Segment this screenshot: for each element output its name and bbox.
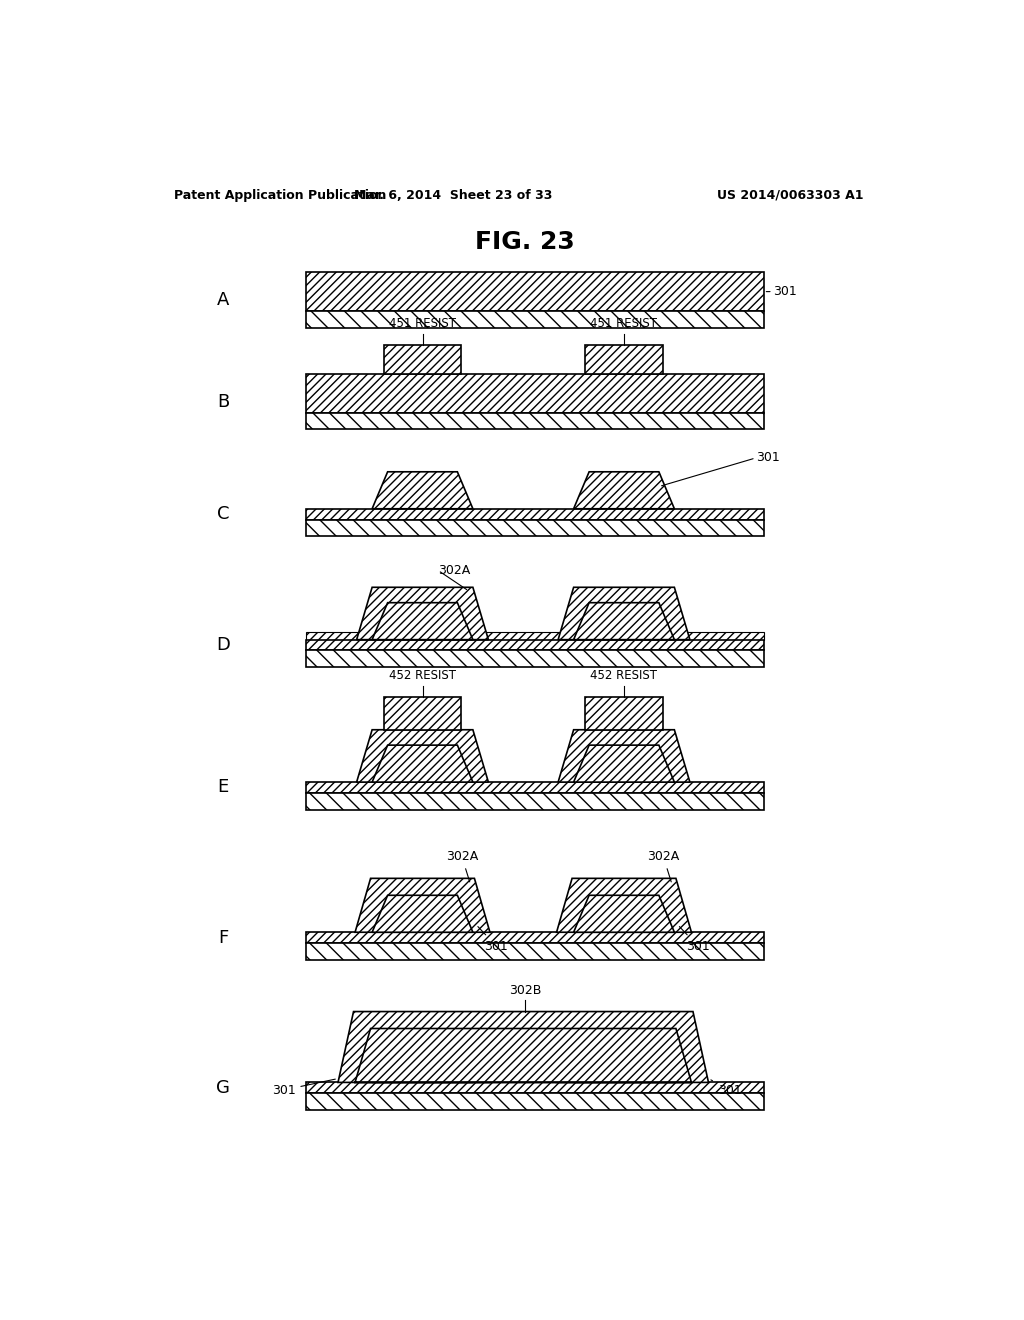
Bar xyxy=(306,312,764,327)
Text: 302A: 302A xyxy=(647,850,680,882)
Bar xyxy=(306,1082,764,1093)
Text: 452 RESIST: 452 RESIST xyxy=(389,669,456,682)
Text: 301: 301 xyxy=(773,285,797,298)
Polygon shape xyxy=(573,1045,675,1082)
Text: FIG. 23: FIG. 23 xyxy=(475,230,574,253)
Bar xyxy=(306,508,764,520)
Text: G: G xyxy=(216,1078,230,1097)
Polygon shape xyxy=(573,895,675,932)
Text: 301: 301 xyxy=(271,1080,335,1097)
Text: 301: 301 xyxy=(711,1080,741,1097)
Polygon shape xyxy=(372,895,473,932)
Polygon shape xyxy=(356,587,488,640)
Bar xyxy=(586,345,663,374)
Text: A: A xyxy=(217,292,229,309)
Polygon shape xyxy=(356,730,488,781)
Text: D: D xyxy=(216,636,230,653)
Polygon shape xyxy=(573,603,675,640)
Bar xyxy=(306,632,764,640)
Bar xyxy=(306,374,764,412)
Polygon shape xyxy=(372,1045,473,1082)
Polygon shape xyxy=(558,730,690,781)
Polygon shape xyxy=(557,878,691,932)
Bar xyxy=(384,697,461,730)
Bar xyxy=(306,651,764,668)
Text: Patent Application Publication: Patent Application Publication xyxy=(174,189,387,202)
Polygon shape xyxy=(573,471,675,508)
Bar xyxy=(306,932,764,942)
Text: C: C xyxy=(217,506,229,523)
Polygon shape xyxy=(338,1011,709,1082)
Text: Mar. 6, 2014  Sheet 23 of 33: Mar. 6, 2014 Sheet 23 of 33 xyxy=(354,189,553,202)
Bar xyxy=(384,345,461,374)
Text: 302A: 302A xyxy=(438,564,470,577)
Bar xyxy=(586,697,663,730)
Polygon shape xyxy=(355,878,489,932)
Polygon shape xyxy=(558,587,690,640)
Polygon shape xyxy=(573,744,675,781)
Bar xyxy=(306,412,764,429)
Text: 452 RESIST: 452 RESIST xyxy=(591,669,657,682)
Bar xyxy=(306,640,764,651)
Text: 302B: 302B xyxy=(509,983,541,997)
Polygon shape xyxy=(372,744,473,781)
Polygon shape xyxy=(372,471,473,508)
Bar xyxy=(306,1093,764,1110)
Polygon shape xyxy=(355,1028,489,1082)
Text: 451 RESIST: 451 RESIST xyxy=(389,317,456,330)
Text: 301: 301 xyxy=(756,451,779,465)
Text: B: B xyxy=(217,393,229,411)
Bar xyxy=(306,942,764,960)
Text: 451 RESIST: 451 RESIST xyxy=(591,317,657,330)
Text: US 2014/0063303 A1: US 2014/0063303 A1 xyxy=(717,189,863,202)
Text: E: E xyxy=(218,779,228,796)
Text: 301: 301 xyxy=(679,927,710,953)
Text: 301: 301 xyxy=(478,927,508,953)
Text: F: F xyxy=(218,929,228,946)
Polygon shape xyxy=(557,1028,691,1082)
Bar xyxy=(306,272,764,312)
Text: 302A: 302A xyxy=(445,850,478,882)
Bar xyxy=(306,520,764,536)
Bar xyxy=(306,781,764,793)
Bar xyxy=(306,793,764,809)
Polygon shape xyxy=(372,603,473,640)
